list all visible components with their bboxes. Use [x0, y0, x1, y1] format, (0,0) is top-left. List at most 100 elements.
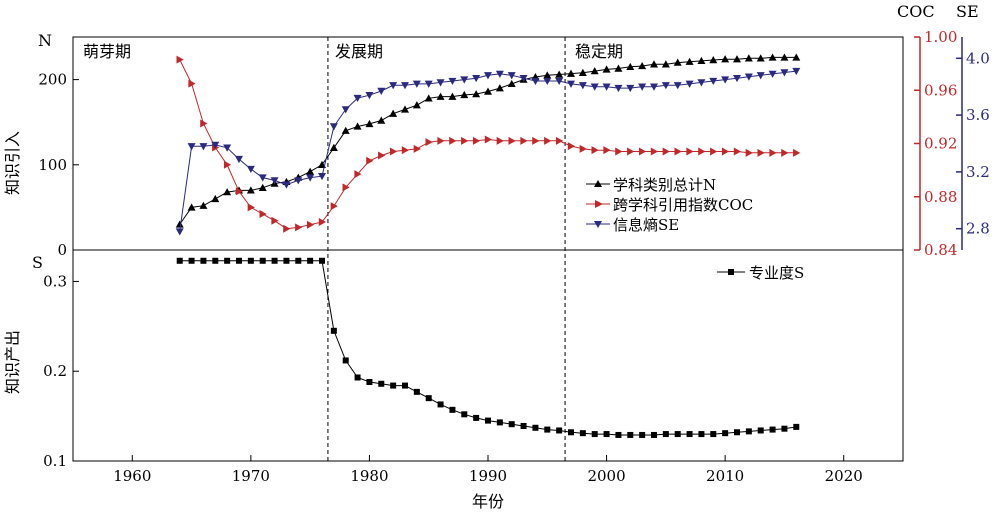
- se-tick-label: 2.8: [966, 220, 990, 238]
- series-n-point: [199, 201, 208, 209]
- series-s-point: [425, 395, 432, 402]
- series-s-point: [330, 327, 337, 334]
- x-tick-label: 2020: [825, 467, 863, 485]
- series-se-point: [650, 83, 658, 91]
- series-se-point: [294, 177, 303, 185]
- legend-item-coc: 跨学科引用指数COC: [586, 196, 753, 214]
- series-n-point: [436, 92, 445, 100]
- series-coc-point: [793, 148, 801, 157]
- series-coc-point: [472, 136, 481, 145]
- series-n-point: [377, 116, 386, 124]
- series-se-point: [507, 72, 516, 80]
- series-n-point: [353, 122, 362, 130]
- series-s-point: [378, 380, 385, 387]
- series-n-point: [341, 126, 350, 134]
- series-s-point: [508, 421, 515, 428]
- n-tick-label: 0: [57, 241, 67, 259]
- series-s-point: [236, 257, 242, 264]
- series-coc-point: [247, 203, 255, 212]
- series-se-point: [792, 67, 801, 76]
- dynamic-layer: 1960 1970 1980 1990 2000 2010 2020 0 100 200 0.1 0.…: [38, 28, 990, 485]
- series-coc-point: [615, 147, 623, 156]
- series-coc-point: [235, 187, 243, 196]
- series-n-point: [709, 56, 718, 64]
- series-n-point: [685, 57, 694, 65]
- series-se-point: [602, 83, 611, 91]
- series-n-point: [661, 60, 670, 68]
- series-coc-point: [591, 146, 599, 155]
- legend-s-marker: [728, 269, 734, 275]
- series-s-point: [745, 428, 752, 435]
- series-se-point: [235, 155, 243, 164]
- series-se-point: [590, 83, 599, 91]
- series-s-point: [342, 357, 349, 364]
- series-se-point: [448, 77, 457, 86]
- series-se-point: [460, 76, 469, 84]
- series-coc-point: [259, 210, 267, 219]
- series-coc-point: [508, 136, 516, 145]
- series-s-point: [271, 257, 278, 264]
- series-se-point: [780, 69, 789, 77]
- series-coc-point: [200, 119, 208, 128]
- series-n-point: [555, 70, 564, 78]
- legend-se-marker: [594, 221, 602, 228]
- series-n-point: [495, 84, 504, 92]
- series-n-point: [792, 53, 801, 61]
- series-s-line: [179, 260, 797, 436]
- series-coc-point: [544, 136, 552, 145]
- series-n-point: [246, 186, 255, 194]
- phase-label-stable: 稳定期: [575, 42, 623, 61]
- series-se-point: [733, 74, 741, 83]
- top-legend: 学科类别总计N 跨学科引用指数COC 信息熵SE: [586, 176, 753, 234]
- series-coc-point: [449, 136, 457, 145]
- coc-tick-label: 0.84: [924, 241, 957, 259]
- x-tick-label: 1960: [113, 467, 151, 485]
- series-n-point: [638, 61, 647, 70]
- series-coc-point: [496, 136, 504, 145]
- series-n-point: [733, 55, 741, 63]
- series-s-point: [212, 257, 219, 264]
- series-s-point: [283, 257, 290, 264]
- x-tick-label: 1980: [350, 467, 388, 485]
- series-s-point: [734, 429, 740, 436]
- series-n-point: [768, 53, 777, 61]
- series-s-point: [532, 424, 539, 431]
- top-y-symbol: N: [38, 31, 52, 50]
- legend-coc-marker: [595, 200, 603, 208]
- series-se-point: [377, 87, 386, 95]
- se-tick-label: 3.2: [966, 163, 990, 181]
- series-se-point: [258, 174, 267, 182]
- series-s-point: [402, 382, 408, 389]
- series-se-point: [531, 77, 540, 86]
- series-se-point: [756, 72, 765, 80]
- series-n-point: [484, 87, 492, 95]
- series-coc-point: [271, 216, 279, 225]
- series-s-point: [461, 411, 468, 418]
- series-n-point: [650, 60, 658, 68]
- series-s-point: [200, 257, 207, 264]
- series-coc-point: [650, 147, 658, 156]
- se-tick-label: 3.6: [966, 106, 990, 124]
- series-s-point: [544, 426, 551, 433]
- bottom-y-symbol: S: [32, 253, 43, 272]
- series-n-point: [673, 58, 682, 66]
- series-se-point: [519, 74, 528, 83]
- series-se-point: [329, 123, 338, 131]
- coc-axis-symbol: COC: [897, 2, 935, 21]
- series-s-point: [686, 431, 693, 438]
- series-n-point: [401, 105, 409, 113]
- series-coc-point: [520, 136, 528, 145]
- series-se-point: [282, 181, 291, 189]
- series-n-point: [626, 62, 635, 71]
- series-se-point: [365, 92, 374, 100]
- series-se-point: [211, 141, 220, 149]
- coc-tick-label: 0.88: [924, 188, 957, 206]
- series-s-point: [449, 406, 456, 413]
- series-s-point: [722, 430, 729, 437]
- series-n-point: [211, 194, 220, 203]
- n-tick-label: 100: [38, 156, 67, 174]
- series-coc-point: [176, 55, 184, 64]
- series-s-point: [259, 257, 266, 264]
- coc-tick-label: 0.96: [924, 81, 957, 99]
- series-se-point: [223, 144, 232, 152]
